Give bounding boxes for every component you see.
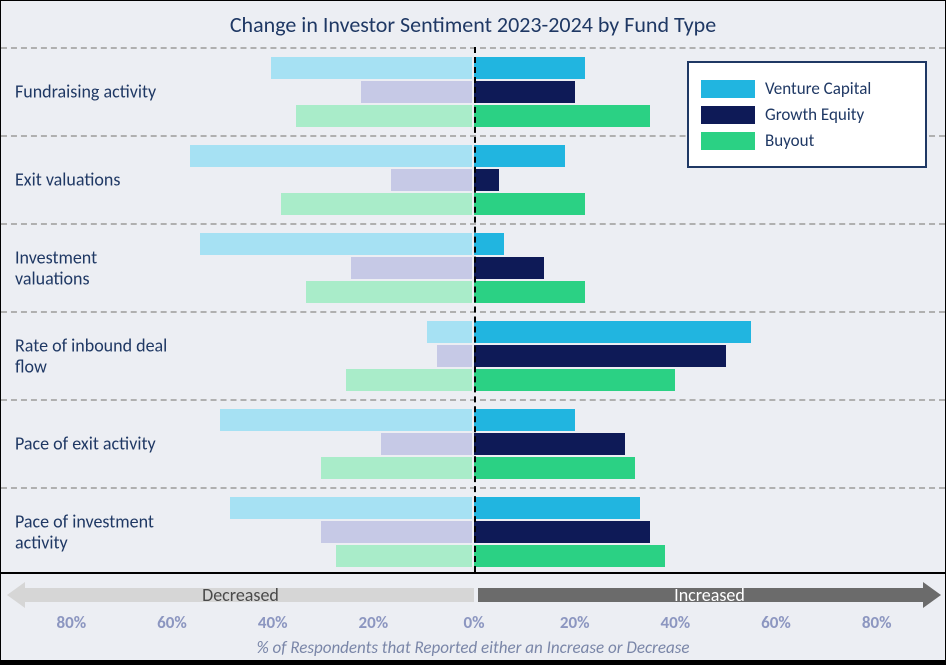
bar-track: [1, 545, 945, 567]
bar-negative: [321, 457, 472, 479]
bar-negative: [381, 433, 472, 455]
bar-group: [1, 233, 945, 303]
increased-label: Increased: [674, 584, 745, 606]
legend-swatch: [701, 106, 755, 124]
bar-positive: [474, 521, 650, 543]
bar-negative: [271, 57, 472, 79]
axis-tick: 80%: [57, 612, 87, 633]
bar-negative: [361, 81, 472, 103]
bar-track: [1, 281, 945, 303]
legend-label: Venture Capital: [765, 78, 871, 99]
bar-track: [1, 369, 945, 391]
chart-container: Change in Investor Sentiment 2023-2024 b…: [0, 0, 946, 665]
bar-positive: [474, 321, 751, 343]
increased-arrow: Increased: [478, 582, 941, 608]
axis-tick: 0%: [463, 612, 484, 633]
chart-title: Change in Investor Sentiment 2023-2024 b…: [1, 1, 945, 44]
bar-positive: [474, 193, 585, 215]
category-row: Rate of inbound deal flow: [1, 311, 945, 399]
bar-positive: [474, 81, 575, 103]
axis-tick: 60%: [157, 612, 187, 633]
bar-positive: [474, 345, 726, 367]
category-row: Investment valuations: [1, 223, 945, 311]
bar-track: [1, 521, 945, 543]
bar-track: [1, 321, 945, 343]
category-row: Pace of exit activity: [1, 399, 945, 487]
bar-group: [1, 321, 945, 391]
bar-positive: [474, 257, 544, 279]
bar-track: [1, 193, 945, 215]
x-axis-ticks: 80% 60% 40% 20% 0% 20% 40% 60% 80%: [1, 612, 945, 634]
legend-item: Venture Capital: [701, 78, 913, 99]
decreased-label: Decreased: [202, 584, 279, 606]
direction-arrows: Decreased Increased: [5, 582, 941, 608]
bar-negative: [190, 145, 472, 167]
axis-tick: 80%: [862, 612, 892, 633]
bar-track: [1, 409, 945, 431]
bar-positive: [474, 57, 585, 79]
axis-tick: 20%: [359, 612, 389, 633]
bar-negative: [427, 321, 472, 343]
bar-positive: [474, 169, 499, 191]
bar-group: [1, 497, 945, 567]
axis-tick: 20%: [560, 612, 590, 633]
bar-negative: [391, 169, 472, 191]
legend: Venture Capital Growth Equity Buyout: [687, 61, 927, 168]
bar-negative: [321, 521, 472, 543]
bar-track: [1, 457, 945, 479]
x-axis-label: % of Respondents that Reported either an…: [1, 637, 945, 658]
bar-positive: [474, 497, 640, 519]
bar-track: [1, 169, 945, 191]
bar-negative: [200, 233, 472, 255]
bar-group: [1, 409, 945, 479]
legend-item: Buyout: [701, 130, 913, 151]
bar-track: [1, 497, 945, 519]
bar-track: [1, 233, 945, 255]
bar-negative: [296, 105, 472, 127]
bar-negative: [346, 369, 472, 391]
bar-negative: [220, 409, 472, 431]
bar-positive: [474, 545, 665, 567]
bar-positive: [474, 433, 625, 455]
center-axis-line: [474, 47, 476, 572]
legend-label: Growth Equity: [765, 104, 864, 125]
bar-track: [1, 345, 945, 367]
bar-positive: [474, 409, 575, 431]
bar-track: [1, 433, 945, 455]
axis-tick: 60%: [761, 612, 791, 633]
bar-negative: [230, 497, 472, 519]
bar-negative: [281, 193, 472, 215]
axis-tick: 40%: [258, 612, 288, 633]
bar-positive: [474, 281, 585, 303]
bar-positive: [474, 145, 565, 167]
bar-negative: [336, 545, 472, 567]
bar-positive: [474, 457, 635, 479]
legend-swatch: [701, 80, 755, 98]
legend-label: Buyout: [765, 130, 814, 151]
legend-item: Growth Equity: [701, 104, 913, 125]
bar-negative: [437, 345, 472, 367]
bar-positive: [474, 233, 504, 255]
axis-tick: 40%: [661, 612, 691, 633]
bar-track: [1, 257, 945, 279]
bottom-border: [1, 660, 945, 664]
bar-negative: [306, 281, 472, 303]
decreased-arrow: Decreased: [7, 582, 474, 608]
bar-negative: [351, 257, 472, 279]
category-row: Pace of investment activity: [1, 487, 945, 575]
legend-swatch: [701, 132, 755, 150]
bar-positive: [474, 105, 650, 127]
bar-positive: [474, 369, 675, 391]
